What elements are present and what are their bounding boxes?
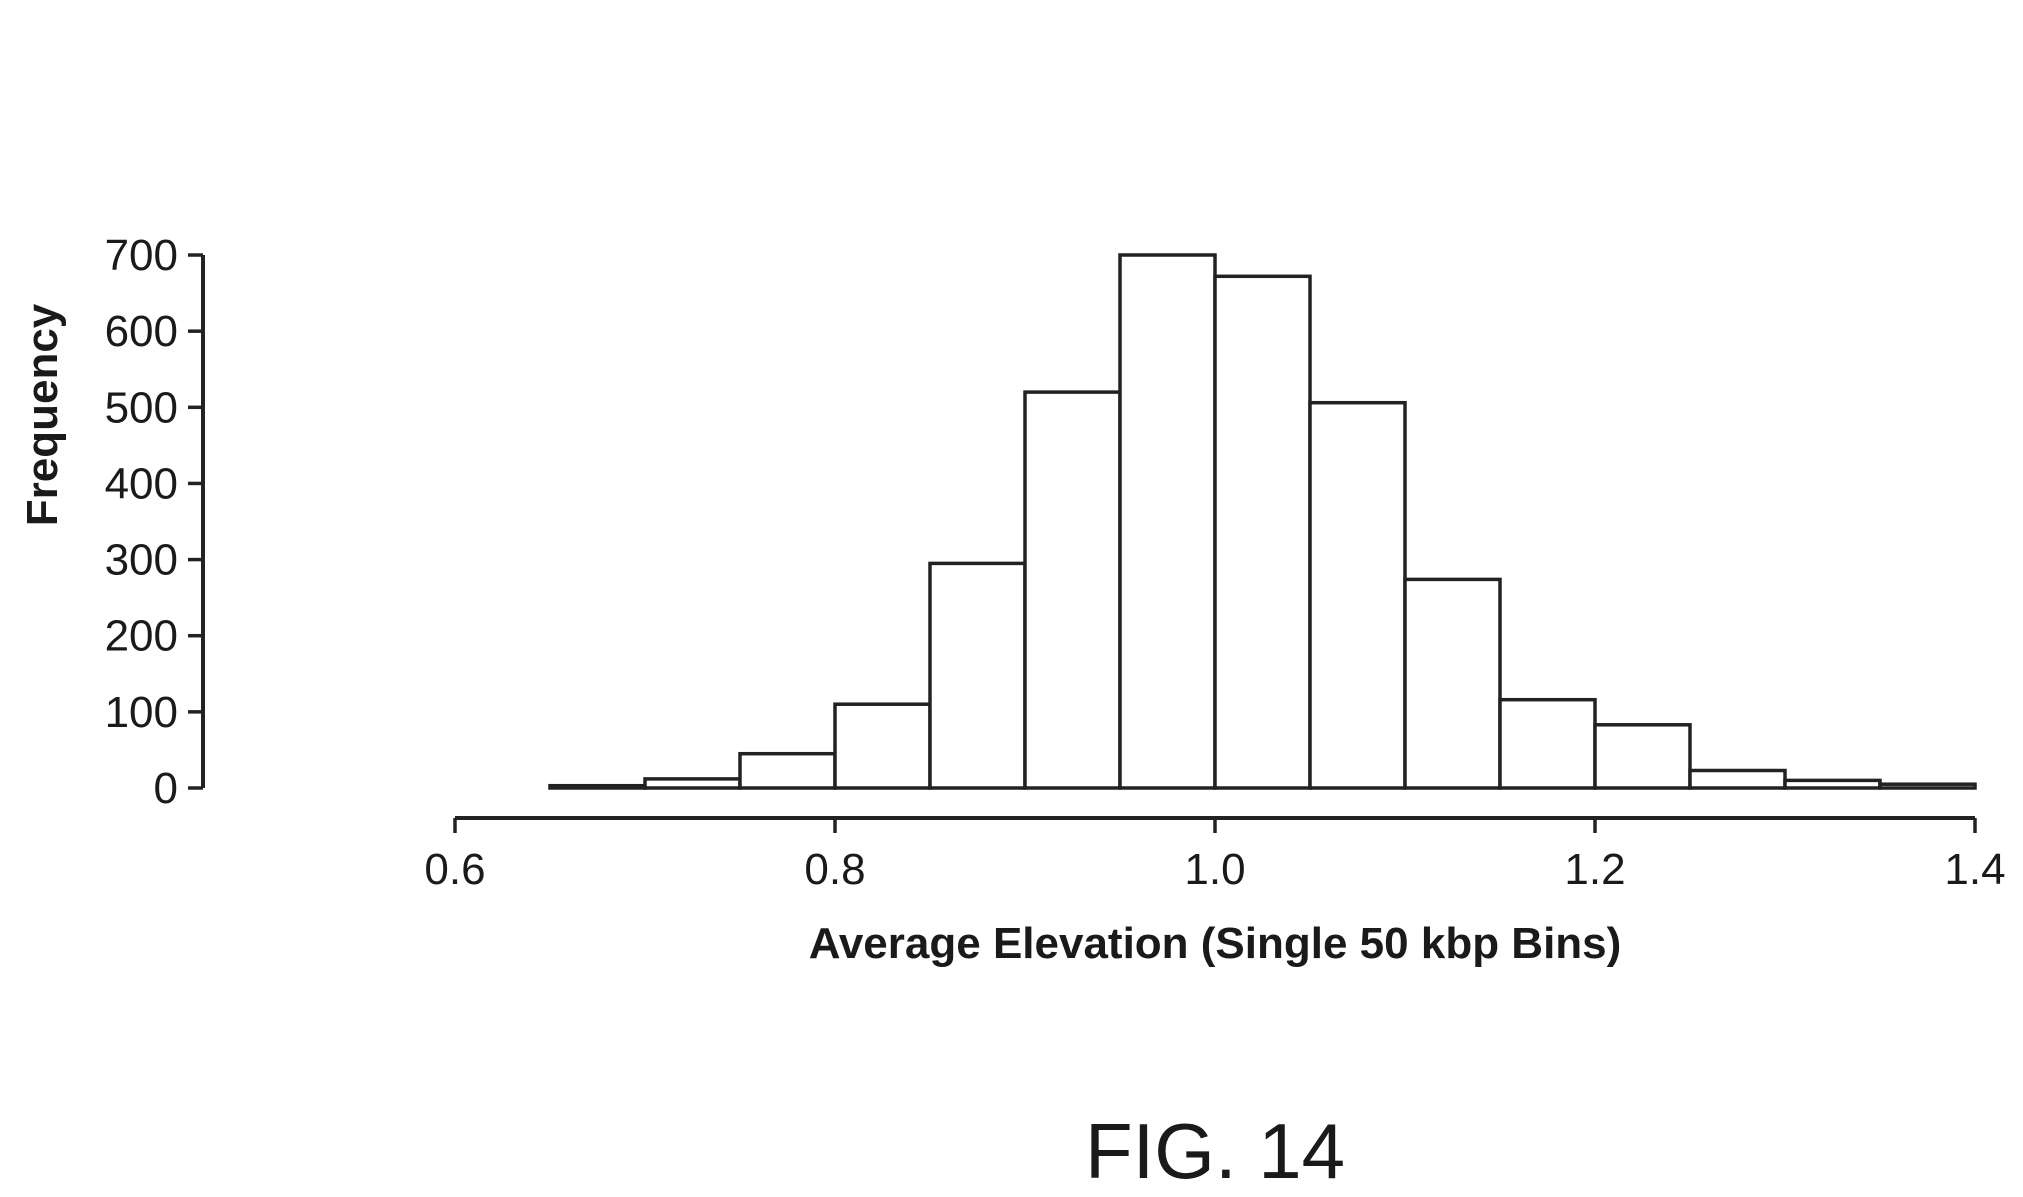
y-tick-label: 300 [105,536,178,585]
x-tick-label: 1.4 [1944,845,2005,894]
histogram-bar [643,777,742,790]
histogram-bar [1403,577,1502,790]
x-tick-label: 0.8 [804,845,865,894]
histogram-bar [1023,390,1122,790]
histogram-bar [1593,723,1692,790]
y-tick-label: 100 [105,688,178,737]
histogram-bar [548,783,647,790]
histogram-bar [1308,400,1407,790]
y-axis: 0 100 200 300 400 500 600 700 [105,231,205,813]
histogram-bar [928,561,1027,790]
x-tick-label: 1.2 [1564,845,1625,894]
histogram-bar [1688,768,1787,790]
figure-label: FIG. 14 [1085,1107,1345,1195]
y-axis-title: Frequency [18,303,67,526]
histogram-bar [1118,253,1217,790]
histogram-bars [548,253,1977,790]
y-tick-label: 500 [105,383,178,432]
histogram-bar [1783,778,1882,790]
histogram-bar [833,702,932,790]
y-tick-label: 700 [105,231,178,280]
y-tick-label: 200 [105,612,178,661]
y-tick-label: 400 [105,459,178,508]
histogram-bar [1498,697,1597,790]
x-tick-label: 0.6 [424,845,485,894]
y-tick-label: 600 [105,307,178,356]
x-axis: 0.6 0.8 1.0 1.2 1.4 [424,816,2006,894]
histogram-bar [1213,274,1312,790]
histogram-bar [738,751,837,790]
histogram-bar [1878,782,1977,790]
x-tick-label: 1.0 [1184,845,1245,894]
y-tick-label: 0 [154,764,178,813]
x-axis-title: Average Elevation (Single 50 kbp Bins) [809,919,1622,968]
